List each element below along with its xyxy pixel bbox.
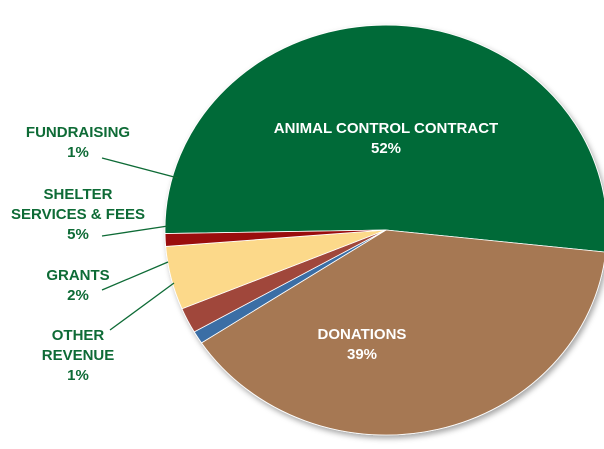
leader-lines — [101, 157, 179, 331]
label-shelter-services: SHELTER SERVICES & FEES 5% — [11, 186, 145, 243]
label-fundraising: FUNDRAISING 1% — [26, 124, 130, 161]
leader-grants — [101, 261, 169, 291]
label-donations: DONATIONS 39% — [318, 326, 407, 363]
slice-animal-control — [164, 24, 604, 253]
slice-fundraising — [164, 229, 387, 247]
label-animal-control: ANIMAL CONTROL CONTRACT 52% — [274, 120, 498, 157]
leader-other-revenue — [109, 282, 175, 331]
leader-fundraising — [101, 157, 179, 179]
slice-donations — [200, 229, 604, 436]
leader-shelter-services — [101, 225, 169, 237]
slice-labels: ANIMAL CONTROL CONTRACT 52% DONATIONS 39% FU… — [11, 120, 498, 384]
label-other-revenue: OTHER REVENUE 1% — [42, 327, 115, 384]
pie-slices — [164, 24, 604, 436]
label-grants: GRANTS 2% — [46, 267, 109, 304]
